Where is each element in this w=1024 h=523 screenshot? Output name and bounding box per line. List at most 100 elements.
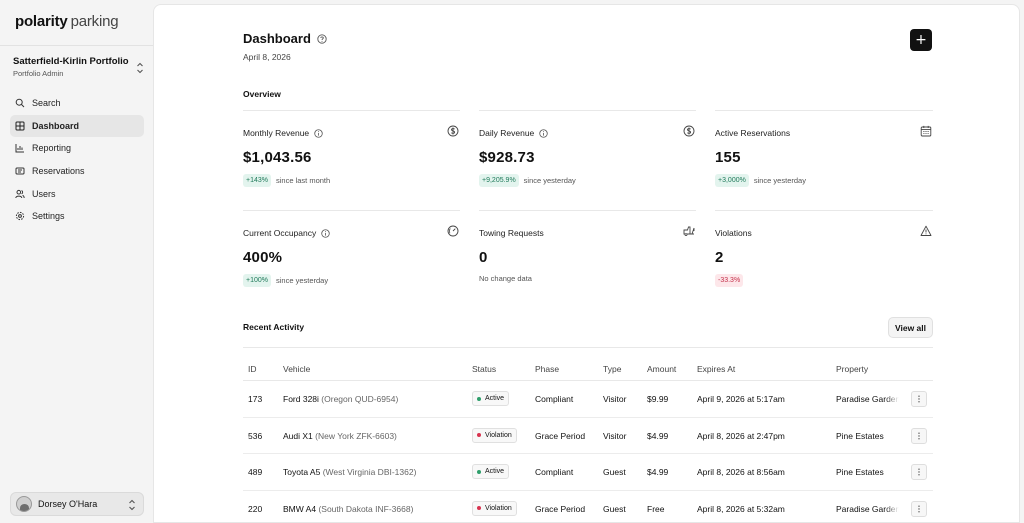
portfolio-role: Portfolio Admin [13, 69, 64, 78]
stat-card-label-text: Current Occupancy [243, 228, 317, 238]
gear-icon [15, 212, 25, 221]
chevron-up-down-icon [129, 499, 135, 511]
search-icon [15, 98, 25, 108]
app-logo[interactable]: polarity parking [15, 13, 119, 30]
cell-type: Visitor [603, 430, 627, 441]
chevron-up-down-icon [137, 62, 143, 74]
page-title: Dashboard [243, 31, 327, 46]
status-dot [477, 396, 481, 401]
stat-card-value: $928.73 [479, 149, 535, 166]
row-actions-button[interactable] [911, 500, 927, 517]
sidebar-nav: Search Dashboard Reporting Reservations … [10, 92, 144, 228]
row-actions-button[interactable] [911, 464, 927, 480]
user-menu[interactable]: Dorsey O'Hara [10, 492, 144, 516]
change-note: No change data [479, 274, 532, 283]
column-header-status[interactable]: Status [472, 364, 497, 374]
stat-card-value: 155 [715, 149, 741, 166]
info-icon[interactable] [314, 128, 323, 138]
logo-brand: polarity [15, 13, 68, 30]
page-date: April 8, 2026 [243, 52, 291, 62]
change-note: since yesterday [753, 176, 806, 185]
sidebar-item-label: Reservations [32, 166, 85, 177]
add-button[interactable]: + [910, 29, 932, 51]
stat-card-change: No change data [479, 274, 532, 283]
activity-table: ID Vehicle Status Phase Type Amount Expi… [243, 357, 933, 523]
cell-phase: Compliant [535, 394, 574, 404]
stat-card-daily-revenue: Daily Revenue $928.73 +9,205.9% since ye… [479, 110, 696, 200]
cell-expires-at: April 8, 2026 at 5:32am [697, 503, 785, 514]
stat-card-label: Current Occupancy [243, 228, 330, 238]
table-row[interactable]: 536 Audi X1 (New York ZFK-6603) Violatio… [243, 418, 933, 454]
cell-vehicle: Ford 328i (Oregon QUD-6954) [283, 394, 398, 404]
stat-card-label-text: Daily Revenue [479, 128, 535, 138]
table-row[interactable]: 173 Ford 328i (Oregon QUD-6954) Active C… [243, 381, 933, 418]
section-divider [243, 347, 933, 348]
stat-card-monthly-revenue: Monthly Revenue $1,043.56 +143% since la… [243, 110, 460, 200]
cell-vehicle: Audi X1 (New York ZFK-6603) [283, 431, 397, 441]
help-circle-icon[interactable] [317, 33, 327, 44]
view-all-button[interactable]: View all [888, 317, 933, 338]
main-panel: Dashboard April 8, 2026 + Overview Month… [153, 4, 1020, 523]
stat-card-value: $1,043.56 [243, 149, 312, 166]
sidebar-item-label: Settings [32, 211, 65, 222]
cell-amount: $4.99 [647, 467, 669, 477]
table-header: ID Vehicle Status Phase Type Amount Expi… [243, 357, 933, 381]
stat-card-value: 0 [479, 249, 488, 266]
row-actions-button[interactable] [911, 427, 927, 444]
stat-card-label: Towing Requests [479, 228, 544, 238]
cell-vehicle: Toyota A5 (West Virginia DBI-1362) [283, 467, 416, 477]
table-row[interactable]: 489 Toyota A5 (West Virginia DBI-1362) A… [243, 454, 933, 491]
cell-vehicle: BMW A4 (South Dakota INF-3668) [283, 504, 413, 514]
status-badge: Violation [472, 427, 517, 443]
recent-activity-title: Recent Activity [243, 322, 305, 332]
cell-amount: Free [647, 503, 665, 514]
cell-type: Guest [603, 467, 626, 477]
column-header-phase[interactable]: Phase [535, 364, 560, 374]
stat-card-change: -33.3% [715, 274, 748, 287]
stat-card-label-text: Violations [715, 228, 752, 238]
sidebar-item-reporting[interactable]: Reporting [10, 137, 144, 159]
info-icon[interactable] [539, 128, 548, 138]
stat-card-label-text: Monthly Revenue [243, 128, 310, 138]
portfolio-switcher[interactable]: Satterfield-Kirlin Portfolio Portfolio A… [13, 56, 145, 78]
user-name: Dorsey O'Hara [38, 499, 98, 509]
more-vertical-icon [918, 432, 920, 439]
table-row[interactable]: 220 BMW A4 (South Dakota INF-3668) Viola… [243, 491, 933, 523]
more-vertical-icon [918, 468, 920, 476]
stat-card-change: +100% since yesterday [243, 274, 328, 287]
stat-card-label-text: Towing Requests [479, 228, 544, 238]
more-vertical-icon [918, 395, 920, 403]
sidebar: polarity parking Satterfield-Kirlin Portf… [0, 0, 153, 523]
sidebar-item-label: Users [32, 188, 56, 199]
sidebar-item-dashboard[interactable]: Dashboard [10, 114, 144, 137]
sidebar-item-search[interactable]: Search [10, 92, 144, 114]
text-fade [885, 394, 899, 404]
sidebar-item-label: Reporting [32, 143, 72, 154]
column-header-property[interactable]: Property [836, 364, 869, 374]
info-icon[interactable] [321, 228, 330, 238]
cell-phase: Grace Period [535, 503, 586, 514]
cell-property: Paradise Gardens [836, 394, 899, 404]
vehicle-model: Toyota A5 [283, 467, 321, 477]
stat-card-current-occupancy: Current Occupancy 400% +100% since yeste… [243, 210, 460, 300]
sidebar-item-reservations[interactable]: Reservations [10, 160, 144, 182]
column-header-vehicle[interactable]: Vehicle [283, 364, 311, 374]
row-actions-button[interactable] [911, 391, 927, 407]
cell-amount: $4.99 [647, 430, 669, 441]
cell-id: 173 [248, 394, 263, 404]
sidebar-item-users[interactable]: Users [10, 183, 144, 205]
status-text: Violation [485, 504, 512, 512]
sidebar-item-settings[interactable]: Settings [10, 205, 144, 227]
column-header-id[interactable]: ID [248, 364, 257, 374]
status-dot [477, 506, 481, 510]
column-header-amount[interactable]: Amount [647, 364, 677, 374]
vehicle-model: BMW A4 [283, 503, 317, 514]
cell-property: Paradise Gardens [836, 503, 899, 514]
calendar-icon [920, 125, 932, 137]
cell-id: 220 [248, 503, 263, 514]
stat-card-violations: Violations 2 -33.3% [715, 210, 933, 300]
cell-amount: $9.99 [647, 394, 669, 404]
column-header-type[interactable]: Type [603, 364, 622, 374]
stat-card-change: +3,000% since yesterday [715, 174, 806, 187]
column-header-expires-at[interactable]: Expires At [697, 364, 736, 374]
